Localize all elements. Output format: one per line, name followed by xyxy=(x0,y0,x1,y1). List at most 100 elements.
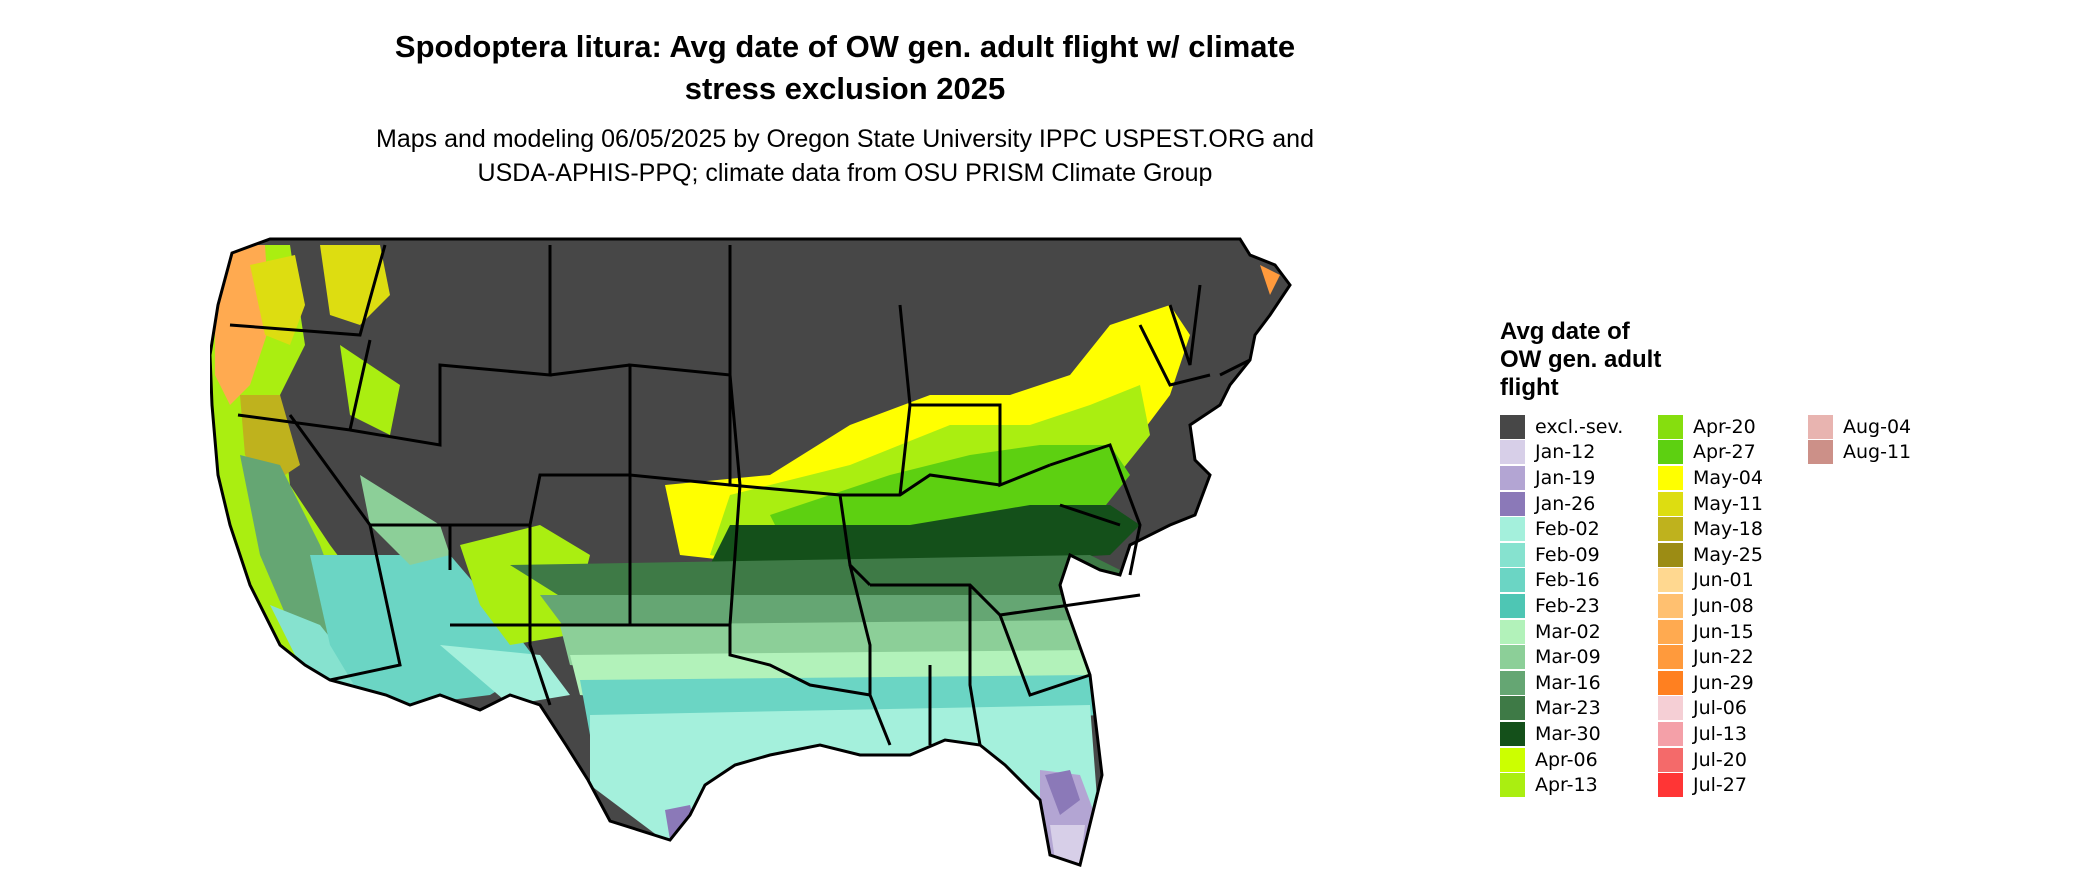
legend-swatch xyxy=(1500,747,1525,772)
legend-title-line-1: Avg date of xyxy=(1500,318,1630,345)
legend-columns: excl.-sev. Jan-12 Jan-19 Jan-26 Feb-02 Feb-09… xyxy=(1500,414,2060,798)
legend-item: Jul-20 xyxy=(1658,747,1786,773)
legend-swatch xyxy=(1808,414,1833,439)
zone-mar-09-nv xyxy=(360,475,450,565)
legend-label: excl.-sev. xyxy=(1535,415,1624,438)
zone-may-11 xyxy=(250,255,305,345)
legend-item: Feb-02 xyxy=(1500,516,1636,542)
legend-item: Jun-01 xyxy=(1658,568,1786,594)
legend-label: Apr-20 xyxy=(1693,415,1756,438)
legend-label: Feb-02 xyxy=(1535,518,1600,541)
legend-label: Aug-11 xyxy=(1843,441,1912,464)
legend-title: Avg date of OW gen. adult flight xyxy=(1500,318,1720,402)
state-borders xyxy=(210,237,1292,867)
legend-swatch xyxy=(1500,645,1525,670)
legend-label: Feb-16 xyxy=(1535,569,1600,592)
legend-item: Aug-04 xyxy=(1808,414,1936,440)
zone-mar-30 xyxy=(710,505,1140,565)
legend-swatch xyxy=(1658,491,1683,516)
legend-column: Apr-20 Apr-27 May-04 May-11 May-18 May-25 Jun-… xyxy=(1658,414,1786,798)
legend-item: Mar-16 xyxy=(1500,670,1636,696)
legend-swatch xyxy=(1658,542,1683,567)
legend-swatch xyxy=(1658,619,1683,644)
legend-label: Jun-08 xyxy=(1693,594,1754,617)
legend-label: May-18 xyxy=(1693,518,1763,541)
legend-swatch xyxy=(1500,568,1525,593)
us-map xyxy=(210,237,1292,867)
legend-swatch xyxy=(1500,670,1525,695)
legend-item: May-25 xyxy=(1658,542,1786,568)
legend-swatch xyxy=(1658,721,1683,746)
legend-label: Feb-23 xyxy=(1535,594,1600,617)
legend-swatch xyxy=(1658,517,1683,542)
legend-swatch xyxy=(1658,696,1683,721)
subtitle-line-2: USDA-APHIS-PPQ; climate data from OSU PR… xyxy=(477,159,1213,187)
legend-label: Jun-15 xyxy=(1693,620,1754,643)
legend-swatch xyxy=(1500,465,1525,490)
legend-label: Mar-02 xyxy=(1535,620,1601,643)
zone-feb-09 xyxy=(270,605,390,695)
legend-item: Jul-06 xyxy=(1658,696,1786,722)
legend-swatch xyxy=(1500,491,1525,516)
legend-item: Jan-26 xyxy=(1500,491,1636,517)
title-line-1: Spodoptera litura: Avg date of OW gen. a… xyxy=(394,29,1296,64)
legend-label: May-04 xyxy=(1693,466,1763,489)
legend-label: Apr-13 xyxy=(1535,774,1598,797)
legend-swatch xyxy=(1500,773,1525,798)
legend-label: Jul-27 xyxy=(1693,774,1747,797)
legend-item: Apr-06 xyxy=(1500,747,1636,773)
legend-item: May-11 xyxy=(1658,491,1786,517)
legend-item: Jul-13 xyxy=(1658,721,1786,747)
legend-item: Jun-22 xyxy=(1658,644,1786,670)
legend-item: May-18 xyxy=(1658,516,1786,542)
legend-label: Apr-06 xyxy=(1535,748,1598,771)
legend-label: Jan-19 xyxy=(1535,466,1596,489)
legend-swatch xyxy=(1658,465,1683,490)
zone-jan-12 xyxy=(1050,825,1085,865)
legend-item: Jun-15 xyxy=(1658,619,1786,645)
legend-item: Mar-09 xyxy=(1500,644,1636,670)
legend-swatch xyxy=(1500,542,1525,567)
legend-item: Jun-08 xyxy=(1658,593,1786,619)
subtitle-line-1: Maps and modeling 06/05/2025 by Oregon S… xyxy=(376,125,1314,153)
legend-title-line-2: OW gen. adult xyxy=(1500,346,1662,373)
legend-swatch xyxy=(1658,414,1683,439)
legend-item: Apr-27 xyxy=(1658,440,1786,466)
legend-label: Jan-12 xyxy=(1535,441,1596,464)
legend-label: Jun-01 xyxy=(1693,569,1754,592)
legend-title-line-3: flight xyxy=(1500,374,1559,401)
legend-item: Feb-23 xyxy=(1500,593,1636,619)
legend-swatch xyxy=(1500,619,1525,644)
legend-column: excl.-sev. Jan-12 Jan-19 Jan-26 Feb-02 Feb-09… xyxy=(1500,414,1636,798)
legend-label: Jan-26 xyxy=(1535,492,1596,515)
zone-feb-02-az xyxy=(440,645,570,705)
legend-label: May-25 xyxy=(1693,543,1763,566)
legend-label: Jun-29 xyxy=(1693,671,1754,694)
legend-item: Jan-19 xyxy=(1500,465,1636,491)
legend-item: Feb-16 xyxy=(1500,568,1636,594)
legend-item: Aug-11 xyxy=(1808,440,1936,466)
legend-label: Mar-09 xyxy=(1535,646,1601,669)
title-line-2: stress exclusion 2025 xyxy=(684,71,1006,106)
legend-label: Jul-13 xyxy=(1693,722,1747,745)
legend-item: Mar-30 xyxy=(1500,721,1636,747)
legend-label: Jul-20 xyxy=(1693,748,1747,771)
legend-item: Mar-02 xyxy=(1500,619,1636,645)
legend-swatch xyxy=(1500,440,1525,465)
legend-swatch xyxy=(1658,593,1683,618)
legend-item: May-04 xyxy=(1658,465,1786,491)
legend-label: Mar-30 xyxy=(1535,722,1601,745)
legend-swatch xyxy=(1808,440,1833,465)
map-legend: Avg date of OW gen. adult flight excl.-s… xyxy=(1500,318,2060,798)
legend-item: Mar-23 xyxy=(1500,696,1636,722)
legend-swatch xyxy=(1500,593,1525,618)
legend-item: Jan-12 xyxy=(1500,440,1636,466)
legend-swatch xyxy=(1500,517,1525,542)
legend-swatch xyxy=(1500,696,1525,721)
legend-label: Mar-23 xyxy=(1535,697,1601,720)
legend-swatch xyxy=(1500,414,1525,439)
legend-label: Feb-09 xyxy=(1535,543,1600,566)
legend-swatch xyxy=(1658,645,1683,670)
legend-swatch xyxy=(1500,721,1525,746)
legend-item: Jun-29 xyxy=(1658,670,1786,696)
